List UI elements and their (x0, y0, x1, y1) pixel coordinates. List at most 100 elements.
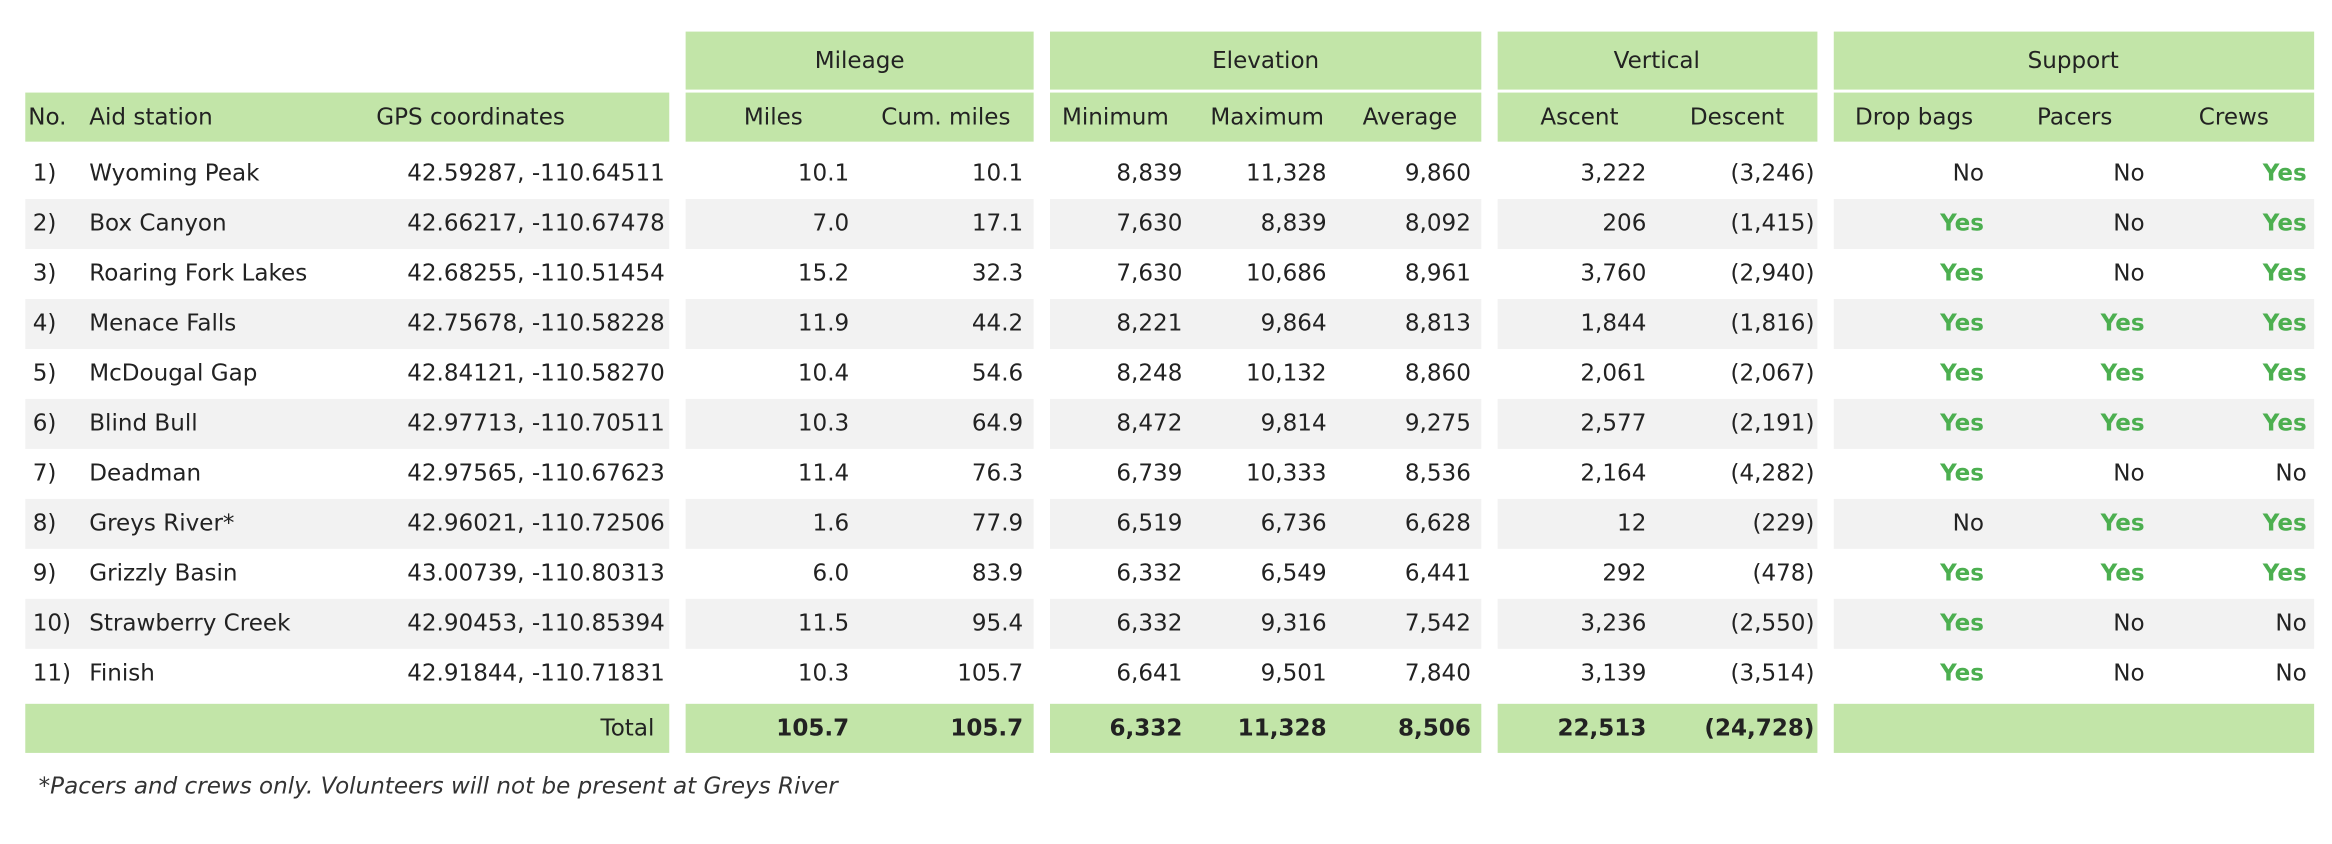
table-cell: Yes (1939, 610, 1984, 636)
group-header: Vertical (1614, 48, 1700, 74)
total-cell: 105.7 (950, 716, 1023, 742)
total-row-bg (685, 703, 1034, 753)
table-cell: 7,630 (1116, 211, 1182, 237)
total-cell: 6,332 (1109, 716, 1182, 742)
table-cell: 10.1 (798, 161, 849, 187)
table-cell: 8,092 (1405, 211, 1471, 237)
table-cell: No (2113, 211, 2144, 237)
table-cell: 10,132 (1246, 360, 1327, 386)
table-cell: Menace Falls (89, 310, 236, 336)
table-cell: No (2113, 610, 2144, 636)
row-stripe (1497, 598, 1818, 649)
table-cell: 43.00739, -110.80313 (407, 560, 665, 586)
table-cell: 3,222 (1580, 161, 1646, 187)
row-stripe (685, 398, 1034, 449)
table-cell: 42.97713, -110.70511 (407, 410, 665, 436)
table-cell: Yes (1939, 261, 1984, 287)
table-cell: 8,860 (1405, 360, 1471, 386)
table-cell: 6,519 (1116, 510, 1182, 536)
table-cell: 10,686 (1246, 261, 1327, 287)
table-cell: 42.90453, -110.85394 (407, 610, 665, 636)
table-cell: Yes (2100, 410, 2145, 436)
total-row-bg (25, 703, 670, 753)
table-cell: 105.7 (957, 660, 1023, 686)
table-cell: 3,236 (1580, 610, 1646, 636)
row-stripe (1497, 299, 1818, 349)
table-cell: 6) (33, 410, 57, 436)
table-cell: Yes (2100, 560, 2145, 586)
row-stripe (1049, 498, 1482, 549)
table-cell: 42.96021, -110.72506 (407, 510, 665, 536)
table-cell: 6,739 (1116, 460, 1182, 486)
table-cell: 6,332 (1116, 610, 1182, 636)
table-cell: 6,736 (1261, 510, 1327, 536)
column-header: Cum. miles (881, 104, 1010, 130)
table-cell: 42.91844, -110.71831 (407, 660, 665, 686)
table-cell: (3,514) (1730, 660, 1814, 686)
table-cell: 7.0 (813, 211, 850, 237)
table-cell: 9,275 (1405, 410, 1471, 436)
table-cell: 6,628 (1405, 510, 1471, 536)
table-cell: Yes (1939, 360, 1984, 386)
column-header: Minimum (1062, 104, 1169, 130)
table-cell: 1) (33, 161, 57, 187)
row-stripe (25, 498, 670, 549)
group-header-bg (685, 31, 1034, 90)
table-cell: Roaring Fork Lakes (89, 261, 307, 287)
table-cell: 76.3 (972, 460, 1023, 486)
table-cell: Yes (1939, 660, 1984, 686)
table-cell: 42.84121, -110.58270 (407, 360, 665, 386)
table-cell: 10.3 (798, 410, 849, 436)
table-cell: No (2113, 460, 2144, 486)
total-cell: Total (600, 716, 655, 742)
table-cell: 10.3 (798, 660, 849, 686)
row-stripe (1497, 199, 1818, 250)
table-cell: 42.68255, -110.51454 (407, 261, 665, 287)
table-cell: Yes (2262, 410, 2307, 436)
table-cell: 10,333 (1246, 460, 1327, 486)
table-cell: No (2275, 460, 2306, 486)
total-row-bg (1833, 703, 2315, 753)
table-cell: 7,630 (1116, 261, 1182, 287)
table-cell: 2,577 (1580, 410, 1646, 436)
table-cell: 42.75678, -110.58228 (407, 310, 665, 336)
table-cell: (2,550) (1730, 610, 1814, 636)
group-header: Support (2028, 48, 2119, 74)
table-cell: Deadman (89, 460, 201, 486)
table-cell: 8) (33, 510, 57, 536)
table-cell: (2,067) (1730, 360, 1814, 386)
column-header-bg (25, 92, 670, 142)
column-header-bg (1497, 92, 1818, 142)
column-header: Pacers (2037, 104, 2112, 130)
table-cell: 8,961 (1405, 261, 1471, 287)
table-cell: Strawberry Creek (89, 610, 291, 636)
footnote: *Pacers and crews only. Volunteers will … (39, 774, 840, 800)
table-cell: 9,814 (1261, 410, 1327, 436)
table-cell: Yes (2100, 360, 2145, 386)
table-cell: 10.1 (972, 161, 1023, 187)
table-cell: No (2275, 610, 2306, 636)
row-stripe (1049, 598, 1482, 649)
row-stripe (685, 498, 1034, 549)
group-header: Mileage (815, 48, 905, 74)
table-cell: 1,844 (1580, 310, 1646, 336)
column-header-bg (1833, 92, 2315, 142)
table-cell: Yes (1939, 310, 1984, 336)
column-header: Ascent (1540, 104, 1618, 130)
table-cell: 5) (33, 360, 57, 386)
table-cell: 10.4 (798, 360, 849, 386)
table-cell: 95.4 (972, 610, 1023, 636)
table-cell: 8,536 (1405, 460, 1471, 486)
table-cell: 11,328 (1246, 161, 1327, 187)
table-cell: 2,061 (1580, 360, 1646, 386)
row-stripe (25, 398, 670, 449)
row-stripe (1833, 199, 2315, 250)
table-cell: 6,549 (1261, 560, 1327, 586)
total-cell: 22,513 (1557, 716, 1646, 742)
table-cell: 11) (33, 660, 71, 686)
table-cell: Yes (2100, 510, 2145, 536)
table-cell: 10) (33, 610, 71, 636)
total-cell: 11,328 (1238, 716, 1327, 742)
row-stripe (685, 199, 1034, 250)
table-cell: 6.0 (813, 560, 850, 586)
